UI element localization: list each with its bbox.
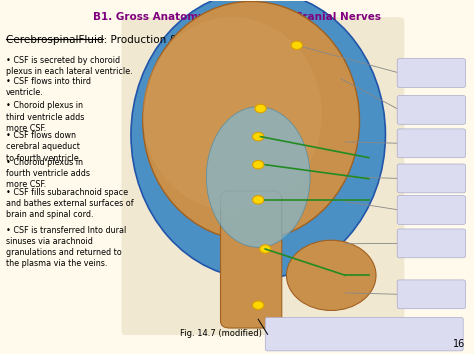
- FancyBboxPatch shape: [397, 229, 465, 258]
- Circle shape: [253, 301, 264, 309]
- Text: • CSF is secreted by choroid
plexus in each lateral ventricle.: • CSF is secreted by choroid plexus in e…: [6, 56, 133, 76]
- Circle shape: [253, 196, 264, 204]
- Circle shape: [253, 132, 264, 141]
- Text: 16: 16: [453, 339, 465, 349]
- Ellipse shape: [131, 0, 385, 279]
- Text: CerebrospinalFluid: Production & Circulation: CerebrospinalFluid: Production & Circula…: [6, 35, 237, 45]
- FancyBboxPatch shape: [397, 196, 465, 224]
- Text: Fig. 14.7 (modified): Fig. 14.7 (modified): [181, 329, 262, 338]
- FancyBboxPatch shape: [121, 17, 404, 335]
- Ellipse shape: [206, 107, 310, 247]
- Circle shape: [260, 245, 271, 253]
- FancyBboxPatch shape: [397, 164, 465, 193]
- Text: • Choroid plexus in
third ventricle adds
more CSF.: • Choroid plexus in third ventricle adds…: [6, 102, 84, 133]
- Ellipse shape: [143, 1, 359, 240]
- FancyBboxPatch shape: [397, 96, 465, 124]
- Text: • CSF flows down
cerebral aqueduct
to fourth ventricle.: • CSF flows down cerebral aqueduct to fo…: [6, 131, 82, 162]
- Text: • CSF flows into third
ventricle.: • CSF flows into third ventricle.: [6, 77, 91, 97]
- Ellipse shape: [143, 17, 322, 210]
- FancyBboxPatch shape: [265, 318, 463, 351]
- Text: • CSF is transferred Into dural
sinuses via arachnoid
granulations and returned : • CSF is transferred Into dural sinuses …: [6, 226, 127, 268]
- Circle shape: [255, 104, 266, 113]
- FancyBboxPatch shape: [397, 129, 465, 158]
- Ellipse shape: [286, 240, 376, 310]
- Circle shape: [253, 160, 264, 169]
- Circle shape: [291, 41, 302, 50]
- Text: • Choroid plexus in
fourth ventricle adds
more CSF.: • Choroid plexus in fourth ventricle add…: [6, 158, 90, 189]
- FancyBboxPatch shape: [397, 59, 465, 87]
- FancyBboxPatch shape: [397, 280, 465, 309]
- Text: B1. Gross Anatomy of the Brain & Cranial Nerves: B1. Gross Anatomy of the Brain & Cranial…: [93, 12, 381, 22]
- Text: • CSF fills subarachnoid space
and bathes external surfaces of
brain and spinal : • CSF fills subarachnoid space and bathe…: [6, 188, 134, 219]
- FancyBboxPatch shape: [220, 191, 282, 328]
